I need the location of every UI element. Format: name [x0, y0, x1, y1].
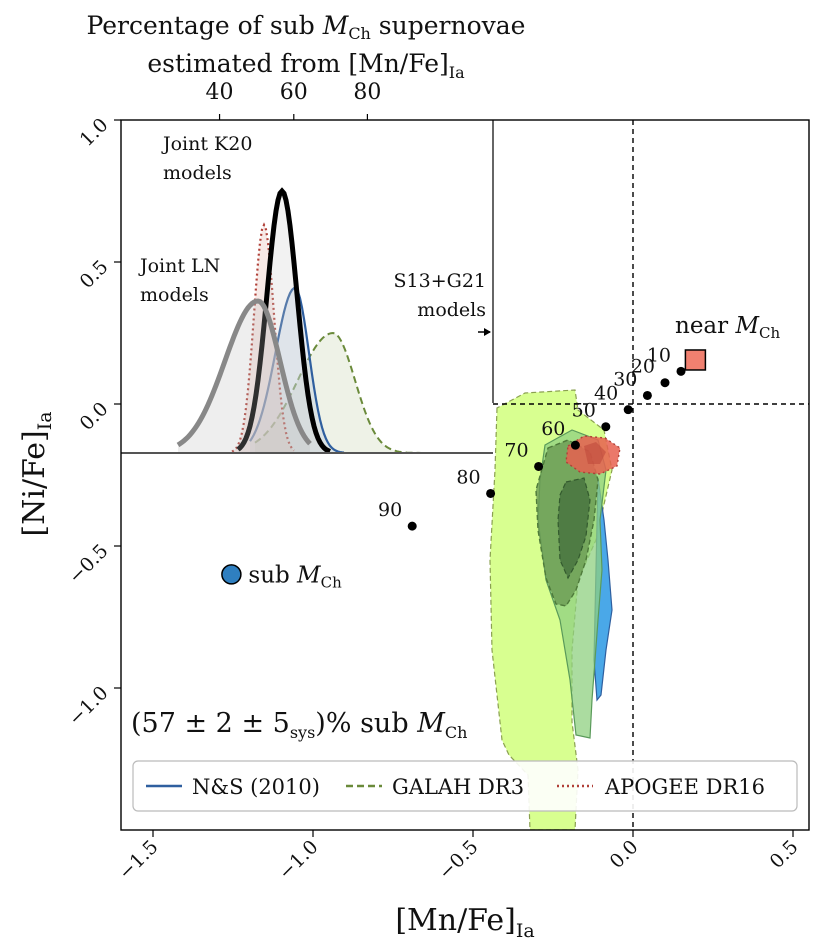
model-point-label-10: 10	[647, 344, 671, 366]
legend-label-ns: N&S (2010)	[192, 775, 320, 799]
inset-k20-line	[236, 187, 331, 454]
y-axis-label: [Ni/Fe]Ia	[17, 411, 56, 536]
model-point-label-80: 80	[456, 466, 480, 488]
model-point-label-20: 20	[631, 356, 655, 378]
fraction-annotation: (57 ± 2 ± 5sys)% sub MCh	[131, 708, 467, 742]
x-tick-label: −1.5	[114, 836, 162, 884]
inset-k20-label-2: models	[163, 162, 232, 184]
y-tick-label: −0.5	[64, 540, 112, 588]
model-point-70	[534, 461, 544, 471]
model-point-label-60: 60	[541, 418, 565, 440]
near-mch-marker	[684, 349, 707, 371]
inset-ns-fill	[250, 288, 344, 453]
top-tick-label: 60	[280, 80, 308, 105]
inset-s13-label-2: models	[417, 299, 486, 321]
legend-label-apogee: APOGEE DR16	[604, 775, 765, 799]
inset-k20-label-1: Joint K20	[161, 133, 252, 155]
inset-ln-line	[176, 298, 312, 448]
legend-label-galah: GALAH DR3	[392, 775, 524, 799]
model-point-60	[570, 440, 580, 450]
model-point-80	[486, 488, 496, 498]
y-axis-ticks: −1.0 −0.5 0.0 0.5 1.0	[64, 114, 121, 730]
near-mch-label: near MCh	[675, 313, 780, 342]
x-axis-label: [Mn/Fe]Ia	[395, 903, 534, 942]
model-point-label-40: 40	[594, 383, 618, 405]
model-point-50	[601, 422, 611, 432]
inset-ln-label-1: Joint LN	[138, 255, 220, 277]
inset-galah-line	[254, 331, 425, 454]
model-point-label-50: 50	[572, 400, 596, 422]
top-tick-label: 40	[206, 80, 234, 105]
inset-s13-label-1: S13+G21	[394, 270, 486, 292]
model-markers: near MCh sub MCh	[221, 313, 780, 591]
top-tick-label: 80	[353, 80, 381, 105]
x-tick-label: 0.0	[606, 836, 643, 873]
model-point-label-30: 30	[613, 368, 637, 390]
model-point-30	[642, 390, 652, 400]
plot-frame	[120, 119, 810, 831]
model-point-10	[676, 366, 686, 376]
x-tick-label: 0.5	[766, 836, 803, 873]
y-tick-label: 0.5	[76, 256, 113, 293]
inset-panel: Joint K20 models Joint LN models S13+G21…	[121, 120, 494, 454]
model-point-40	[623, 405, 633, 415]
x-axis-ticks: −1.5 −1.0 −0.5 0.0 0.5	[114, 830, 803, 884]
y-tick-label: −1.0	[64, 682, 112, 730]
sub-mch-marker	[221, 564, 242, 585]
inset-arrow	[478, 328, 491, 336]
model-point-label-90: 90	[378, 499, 402, 521]
model-point-90	[407, 521, 417, 531]
x-tick-label: −0.5	[434, 836, 482, 884]
inset-ln-label-2: models	[140, 284, 209, 306]
sub-mch-label: sub MCh	[248, 562, 342, 591]
x-tick-label: −1.0	[274, 836, 322, 884]
apogee-peak-region	[584, 442, 606, 464]
model-point-20	[660, 378, 670, 388]
top-axis-label-line1: Percentage of sub MCh supernovae	[87, 11, 526, 43]
legend-box	[132, 760, 798, 812]
top-axis-ticks: 40 60 80	[206, 80, 381, 120]
y-tick-label: 1.0	[76, 114, 113, 151]
inset-distributions	[176, 187, 425, 454]
y-tick-label: 0.0	[76, 398, 113, 435]
top-axis-label-line2: estimated from [Mn/Fe]Ia	[147, 49, 465, 82]
galah-core-region	[557, 477, 591, 580]
inset-ln-fill	[178, 301, 310, 453]
legend: N&S (2010) GALAH DR3 APOGEE DR16	[132, 760, 798, 812]
model-point-label-70: 70	[504, 439, 528, 461]
